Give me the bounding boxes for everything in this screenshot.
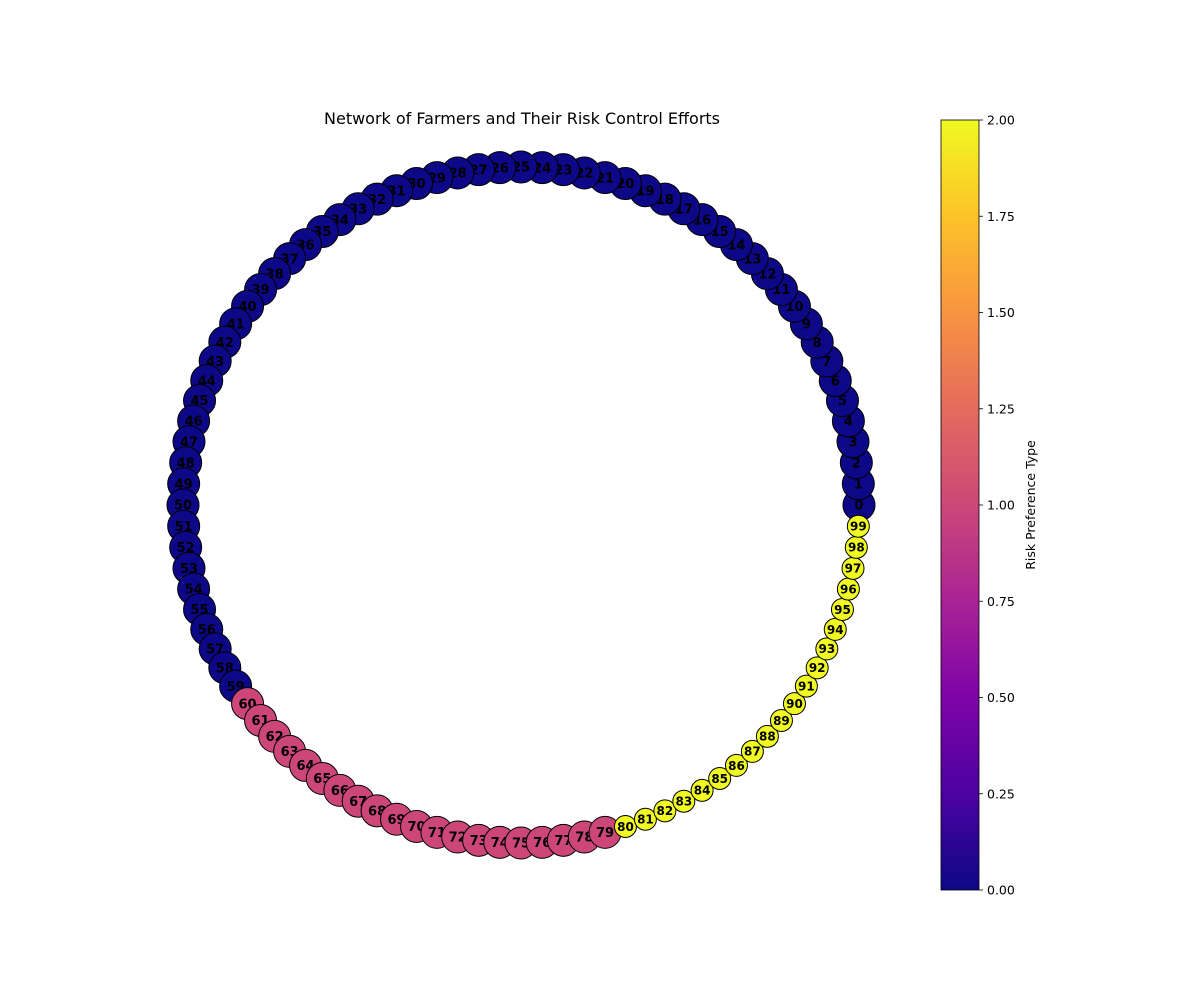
node-label-50: 50 [174, 499, 192, 514]
chart-title: Network of Farmers and Their Risk Contro… [324, 109, 720, 128]
node-label-80: 80 [617, 820, 634, 834]
node-label-73: 73 [470, 834, 488, 849]
colorbar-ticks: 0.00 0.25 0.50 0.75 1.00 1.25 1.50 1.75 2.00 [979, 113, 1015, 898]
node-label-6: 6 [831, 374, 840, 389]
node-85 [708, 766, 732, 790]
node-label-86: 86 [728, 759, 745, 773]
colorbar-tick-label: 1.50 [987, 305, 1015, 320]
node-91 [794, 674, 818, 698]
colorbar-tick-label: 1.75 [987, 209, 1015, 224]
node-label-94: 94 [827, 623, 844, 637]
node-label-87: 87 [744, 745, 761, 759]
node-label-26: 26 [491, 161, 509, 176]
node-label-9: 9 [802, 318, 811, 333]
node-82 [653, 799, 677, 823]
colorbar: 0.00 0.25 0.50 0.75 1.00 1.25 1.50 1.75 2.00 Ris… [940, 113, 1038, 898]
colorbar-tick-label: 1.25 [987, 401, 1015, 416]
node-90 [782, 692, 806, 716]
node-label-96: 96 [840, 582, 857, 596]
node-label-3: 3 [848, 435, 857, 450]
node-label-81: 81 [637, 813, 654, 827]
colorbar-tick-label: 0.00 [987, 883, 1015, 898]
node-99 [846, 514, 870, 538]
colorbar-tick-label: 0.25 [987, 786, 1015, 801]
colorbar-tick-label: 1.00 [987, 498, 1015, 513]
node-94 [823, 617, 847, 641]
node-label-74: 74 [491, 836, 509, 851]
colorbar-gradient [940, 119, 980, 891]
node-label-79: 79 [596, 826, 614, 841]
node-label-91: 91 [798, 679, 815, 693]
node-label-25: 25 [512, 161, 530, 176]
node-80 [613, 814, 637, 838]
node-label-72: 72 [449, 831, 467, 846]
node-92 [805, 656, 829, 680]
colorbar-tick-label: 0.50 [987, 690, 1015, 705]
colorbar-tick-label: 2.00 [987, 113, 1015, 128]
node-84 [690, 778, 714, 802]
node-89 [769, 708, 793, 732]
node-label-93: 93 [818, 642, 835, 656]
node-86 [724, 753, 748, 777]
node-label-5: 5 [838, 394, 847, 409]
node-87 [740, 739, 764, 763]
node-label-1: 1 [854, 477, 863, 492]
node-88 [755, 724, 779, 748]
node-label-98: 98 [848, 541, 865, 555]
node-label-24: 24 [533, 161, 551, 176]
node-label-83: 83 [675, 795, 692, 809]
node-label-95: 95 [834, 603, 851, 617]
node-83 [672, 789, 696, 813]
node-label-23: 23 [554, 163, 572, 178]
node-label-8: 8 [813, 336, 822, 351]
node-label-10: 10 [785, 300, 803, 315]
node-label-2: 2 [852, 456, 861, 471]
node-label-90: 90 [786, 697, 803, 711]
node-81 [633, 807, 657, 831]
node-label-99: 99 [850, 520, 867, 534]
node-label-27: 27 [470, 163, 488, 178]
colorbar-label: Risk Preference Type [1023, 440, 1038, 570]
node-label-75: 75 [512, 837, 530, 852]
node-label-49: 49 [175, 477, 193, 492]
node-label-84: 84 [694, 784, 711, 798]
node-label-0: 0 [854, 499, 863, 514]
node-label-85: 85 [711, 772, 728, 786]
node-label-97: 97 [845, 562, 862, 576]
colorbar-tick-label: 0.75 [987, 594, 1015, 609]
node-label-89: 89 [773, 714, 790, 728]
node-93 [815, 637, 839, 661]
node-label-88: 88 [759, 730, 776, 744]
node-label-92: 92 [809, 661, 826, 675]
node-label-7: 7 [822, 355, 831, 370]
node-label-4: 4 [844, 415, 853, 430]
node-label-82: 82 [657, 804, 674, 818]
nodes-layer: 0123456789101112131415161718192021222324… [166, 150, 876, 860]
node-label-76: 76 [533, 836, 551, 851]
